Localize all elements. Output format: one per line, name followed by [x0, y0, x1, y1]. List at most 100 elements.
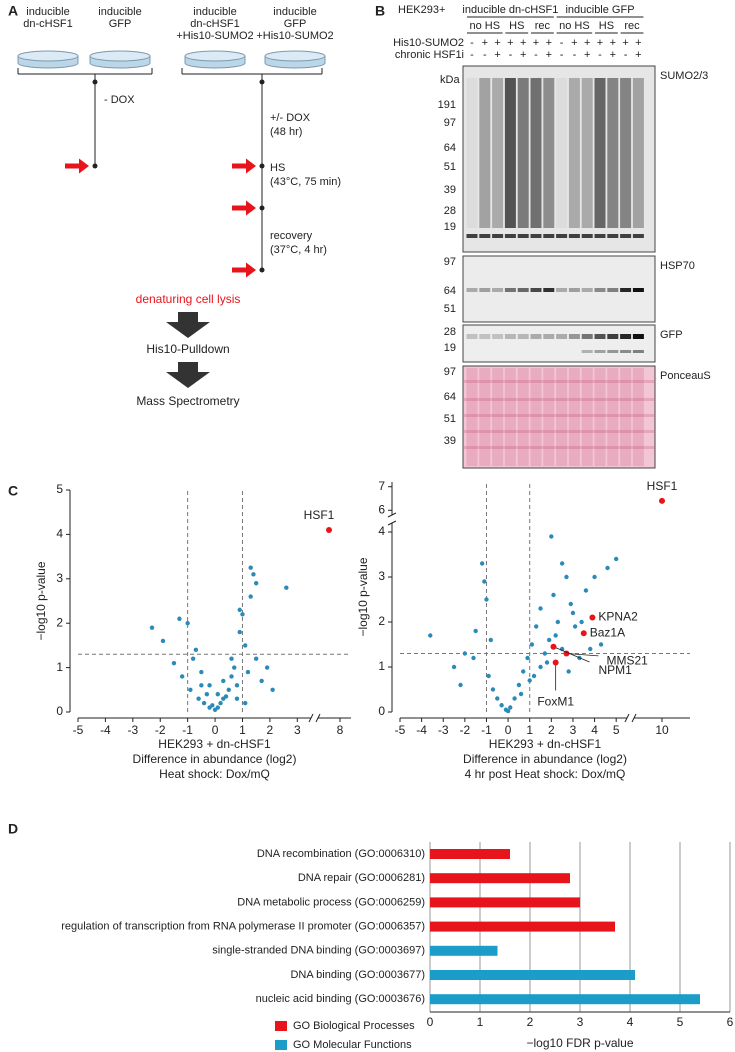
y-tick-label: 0 [56, 704, 63, 718]
bar [430, 873, 570, 884]
bar [430, 970, 635, 980]
step-label: (43°C, 75 min) [270, 176, 341, 188]
highlight-label: NPM1 [598, 663, 632, 677]
x-tick-label: 1 [477, 1015, 484, 1029]
dish-label: inducible [193, 6, 236, 18]
x-tick-label: 5 [677, 1015, 684, 1029]
band [568, 288, 580, 292]
lane-smear [530, 78, 542, 228]
data-point [243, 700, 248, 706]
panel-label: C [8, 483, 18, 499]
band [479, 288, 491, 292]
kda-label: kDa [440, 74, 460, 86]
data-point [245, 669, 251, 675]
sign: - [624, 49, 628, 61]
lane-smear [504, 78, 516, 228]
sample-arrow [65, 158, 89, 174]
data-point [171, 660, 177, 666]
lane-smear [620, 78, 632, 228]
data-point [484, 597, 489, 602]
band [607, 334, 619, 339]
band [504, 334, 516, 339]
stain-band [464, 446, 654, 449]
band [556, 288, 568, 292]
x-tick-label: 0 [427, 1015, 434, 1029]
ladder-label: 39 [444, 184, 456, 196]
sign: - [573, 49, 577, 61]
y-tick-label: 7 [378, 479, 385, 493]
axis-break [631, 713, 637, 723]
band [530, 334, 542, 339]
data-point [549, 534, 554, 539]
highlight-label: Baz1A [590, 625, 625, 639]
data-point [215, 692, 220, 697]
ladder-label: 28 [444, 205, 456, 217]
bar [430, 945, 498, 956]
x-tick-label: 3 [294, 723, 301, 737]
sign: + [494, 49, 500, 61]
dish-label: inducible [98, 6, 141, 18]
data-point [193, 647, 199, 653]
blot-membrane [462, 365, 656, 469]
data-point [592, 574, 597, 580]
data-point [566, 669, 571, 674]
x-tick-label: -5 [73, 723, 84, 737]
data-point [490, 687, 496, 692]
data-point [546, 637, 552, 643]
x-axis-label: 4 hr post Heat shock: Dox/mQ [465, 767, 626, 781]
band [632, 234, 644, 238]
sign: + [597, 37, 603, 49]
sign: + [546, 37, 552, 49]
x-tick-label: 4 [591, 723, 598, 737]
band [492, 288, 504, 292]
data-point [199, 683, 204, 688]
data-point [508, 705, 513, 710]
sign: + [520, 37, 526, 49]
data-point [551, 592, 556, 598]
data-point [210, 703, 215, 708]
data-point [538, 606, 543, 611]
highlight-point [552, 659, 559, 666]
x-tick-label: 10 [655, 723, 669, 737]
ladder-label: 51 [444, 303, 456, 315]
band [632, 350, 644, 353]
category-label: DNA repair (GO:0006281) [298, 872, 425, 884]
y-tick-label: 0 [378, 704, 385, 718]
axis-break [387, 512, 397, 518]
panel-label: B [375, 3, 385, 19]
band [517, 234, 529, 238]
data-point [207, 683, 212, 688]
data-point [505, 708, 511, 714]
lane-stain [530, 368, 542, 466]
highlight-label: HSF1 [304, 508, 335, 522]
condition-label: rec [624, 20, 640, 32]
data-point [215, 705, 220, 710]
data-point [248, 594, 253, 599]
data-point [527, 678, 532, 683]
x-tick-label: -3 [438, 723, 449, 737]
dish-label: +His10-SUMO2 [176, 30, 253, 42]
x-tick-label: 5 [613, 723, 620, 737]
sign: + [533, 37, 539, 49]
sample-arrow [232, 200, 256, 216]
condition-label: rec [535, 20, 551, 32]
band [492, 234, 504, 238]
highlight-label: MMS21 [606, 654, 648, 668]
data-point [240, 612, 245, 617]
data-point [479, 561, 485, 566]
sign: - [470, 37, 474, 49]
band [543, 334, 555, 339]
data-point [248, 565, 253, 570]
band [543, 234, 555, 238]
axis-break [315, 713, 321, 723]
blot-label: SUMO2/3 [660, 70, 708, 82]
highlight-point [580, 630, 587, 637]
highlight-label: HSF1 [647, 479, 678, 493]
sign: + [482, 37, 488, 49]
x-tick-label: 4 [627, 1015, 634, 1029]
y-tick-label: 3 [378, 569, 385, 583]
x-axis-label: Difference in abundance (log2) [463, 752, 627, 766]
data-point [237, 607, 242, 613]
condition-label: HS [509, 20, 524, 32]
